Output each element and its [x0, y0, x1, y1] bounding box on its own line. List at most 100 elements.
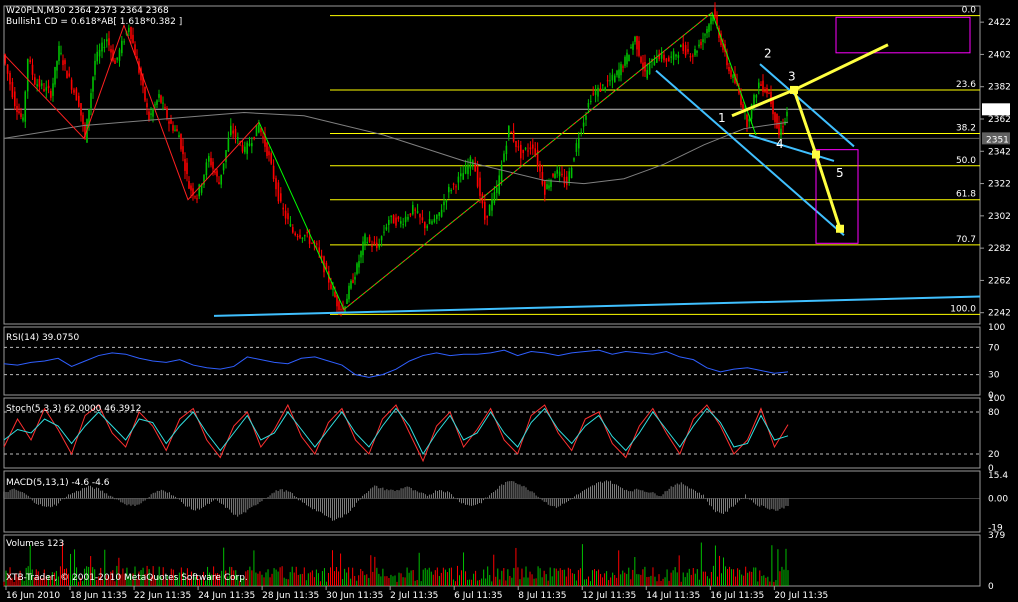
candle-body	[554, 173, 556, 179]
candle-body	[550, 179, 552, 187]
candle-body	[758, 82, 760, 88]
candle-body	[684, 45, 687, 56]
candle-body	[445, 200, 448, 203]
volume-tick-label: 0	[988, 582, 994, 592]
candle-body	[36, 84, 38, 87]
candle-body	[360, 251, 362, 258]
candle-body	[373, 241, 376, 244]
candle-body	[287, 213, 289, 220]
candle-body	[573, 158, 575, 161]
candle-body	[266, 142, 268, 156]
candle-body	[52, 83, 54, 96]
time-tick-label: 22 Jun 11:35	[134, 591, 191, 601]
candle-body	[768, 93, 770, 95]
candle-body	[594, 91, 597, 95]
candle-body	[216, 170, 218, 177]
candle-body	[92, 77, 94, 92]
candle-body	[205, 162, 208, 176]
candle-body	[296, 236, 299, 238]
candle-body	[294, 233, 296, 236]
candle-body	[244, 146, 246, 153]
red-dashed-trend	[343, 12, 713, 310]
candle-body	[123, 41, 125, 43]
panel-frame-main	[3, 5, 981, 325]
candle-body	[103, 46, 106, 48]
current-price-box	[982, 103, 1010, 116]
fib-label-2: 38.2	[956, 124, 976, 134]
candle-body	[510, 132, 512, 134]
channel-mid	[748, 134, 835, 162]
candle-body	[262, 136, 264, 138]
candle-body	[101, 42, 103, 52]
stoch-line-0	[3, 403, 789, 463]
volume-tick-label: 379	[988, 531, 1005, 541]
secondary-price-label: 2351	[986, 135, 1009, 145]
candle-body	[527, 150, 529, 152]
candle-body	[614, 75, 616, 82]
candle-body	[646, 70, 648, 79]
candle-body	[616, 70, 618, 76]
stoch-tick-label: 20	[988, 450, 1000, 460]
indicator-header: Bullish1 CD = 0.618*AB[ 1.618*0.382 ]	[6, 17, 182, 27]
candle-body	[570, 167, 573, 178]
candle-body	[505, 145, 508, 155]
candle-body	[675, 54, 677, 57]
candle-body	[515, 140, 517, 148]
candle-body	[11, 81, 14, 98]
candle-body	[748, 118, 750, 122]
candle-body	[548, 185, 550, 189]
candle-body	[630, 47, 632, 49]
candle-body	[786, 111, 788, 117]
candle-body	[476, 166, 479, 187]
candle-body	[575, 143, 578, 152]
candle-body	[190, 185, 192, 191]
candle-body	[467, 164, 469, 175]
candle-body	[376, 242, 378, 249]
macd-tick-label: 0.00	[988, 494, 1008, 504]
candle-body	[158, 94, 160, 98]
candle-body	[142, 76, 144, 86]
candle-body	[280, 193, 282, 202]
candle-body	[222, 163, 225, 171]
candle-body	[738, 87, 740, 94]
candle-body	[694, 48, 696, 56]
stoch-tick-label: 80	[988, 408, 1000, 418]
candle-body	[440, 209, 443, 217]
candle-body	[16, 105, 18, 113]
candle-body	[720, 33, 722, 46]
candle-body	[392, 215, 395, 224]
candle-body	[412, 204, 414, 215]
candle-body	[708, 24, 710, 32]
candle-body	[162, 102, 164, 104]
candle-body	[651, 58, 653, 62]
candle-body	[6, 64, 9, 74]
candle-body	[362, 241, 364, 256]
candle-body	[672, 51, 675, 60]
candle-body	[597, 87, 599, 97]
candle-body	[508, 125, 510, 138]
candle-body	[663, 54, 665, 61]
candle-body	[665, 58, 668, 62]
candle-body	[180, 133, 182, 150]
candle-body	[168, 121, 170, 124]
candle-body	[182, 146, 184, 155]
wave-label-2: 2	[764, 47, 772, 61]
candle-body	[346, 298, 348, 305]
channel-lower	[655, 69, 845, 236]
candle-body	[251, 143, 253, 147]
candle-body	[352, 279, 354, 283]
candle-body	[734, 74, 736, 84]
candle-body	[753, 94, 755, 106]
stoch-label: Stoch(5,3,3) 62.0000 46.3912	[6, 404, 141, 414]
panel-frame-stoch	[3, 397, 981, 469]
candle-body	[740, 93, 742, 105]
candle-body	[18, 111, 20, 114]
wave-label-1: 1	[718, 111, 726, 125]
candle-body	[599, 88, 602, 92]
candle-body	[658, 53, 660, 60]
candle-body	[60, 52, 62, 54]
candle-body	[634, 36, 636, 42]
candle-body	[448, 186, 450, 193]
candle-body	[196, 198, 198, 200]
